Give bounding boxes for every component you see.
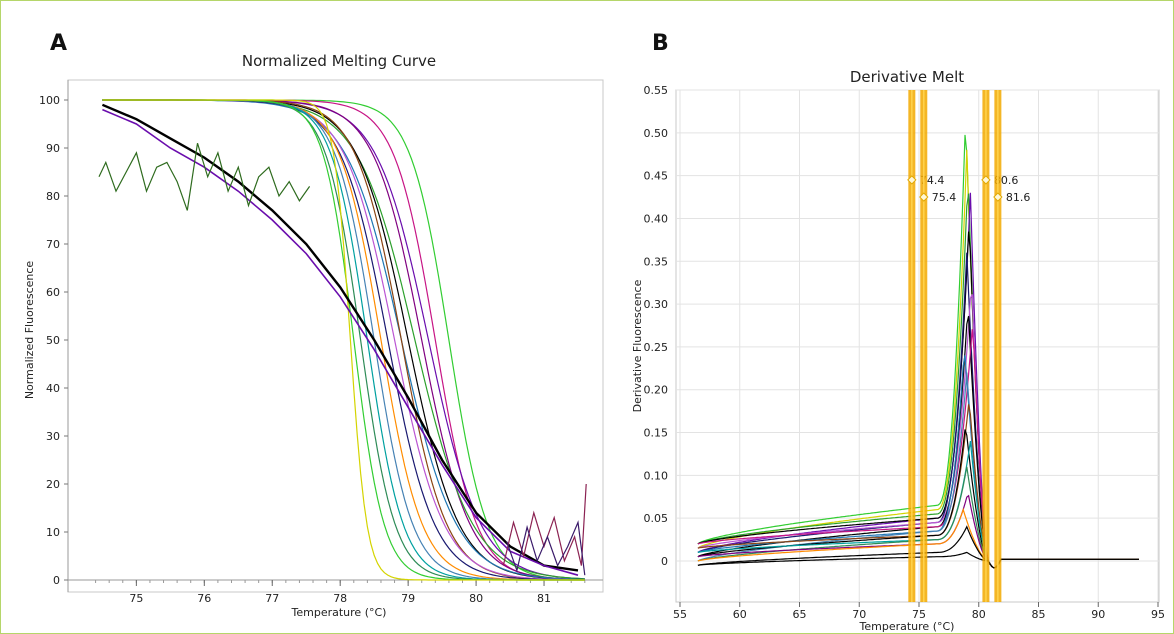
panel-b-marker-diamond — [919, 192, 929, 202]
panel-b-x-tick-label: 60 — [733, 608, 747, 621]
panel-b-letter: B — [652, 31, 669, 56]
panel-a-curve — [102, 99, 585, 581]
panel-b-markers: 74.475.480.681.6 — [907, 90, 1031, 602]
panel-a-letter: A — [50, 31, 67, 56]
panel-a-y-tick-label: 80 — [46, 190, 60, 203]
panel-b-y-tick-label: 0.35 — [644, 255, 669, 268]
panel-a-x-tick-label: 79 — [401, 592, 415, 605]
panel-a-curve — [102, 99, 585, 581]
panel-a-curve — [102, 99, 585, 580]
panel-b-curve — [697, 404, 1139, 569]
panel-a-ticks: 0 10 20 30 40 50 60 70 80 90 100 75 76 77 78 79 80 81 — [39, 94, 586, 605]
panel-a-curve — [502, 483, 587, 566]
panel-b-grid — [676, 89, 1159, 602]
panel-a-curve — [102, 99, 585, 581]
panel-b-y-tick-label: 0 — [661, 555, 668, 568]
panel-a-x-tick-label: 80 — [469, 592, 483, 605]
panel-a-x-tick-label: 75 — [129, 592, 143, 605]
panel-b-curve — [697, 149, 1139, 569]
panel-b-y-tick-label: 0.55 — [644, 84, 669, 97]
panel-a-y-tick-label: 10 — [46, 526, 60, 539]
panel-b-y-label: Derivative Fluorescence — [631, 279, 644, 412]
panel-b-marker-diamond — [907, 175, 917, 185]
panel-b-x-tick-label: 85 — [1032, 608, 1046, 621]
panel-b-curve — [697, 315, 1139, 569]
panel-a-y-tick-label: 50 — [46, 334, 60, 347]
panel-b-x-tick-label: 95 — [1151, 608, 1165, 621]
panel-b-y-tick-label: 0.20 — [644, 384, 669, 397]
panel-b-x-tick-label: 75 — [912, 608, 926, 621]
panel-a-x-tick-label: 76 — [197, 592, 211, 605]
panel-b-ticks: 0 0.05 0.10 0.15 0.20 0.25 0.30 0.35 0.40 0.45 0.5… — [644, 84, 1166, 621]
panel-b-y-tick-label: 0.05 — [644, 512, 669, 525]
panel-b-title: Derivative Melt — [850, 68, 964, 86]
panel-a-curve — [102, 99, 585, 581]
panel-a-curve — [102, 108, 579, 576]
panel-b-y-tick-label: 0.30 — [644, 298, 669, 311]
panel-a-y-tick-label: 90 — [46, 142, 60, 155]
panel-b-plot-frame — [675, 89, 1160, 603]
panel-a-curve — [102, 99, 585, 581]
panel-b-y-tick-label: 0.50 — [644, 127, 669, 140]
panel-b-marker-label: 75.4 — [932, 191, 957, 204]
panel-a-curve — [101, 103, 579, 572]
panel-b-curve — [697, 134, 1139, 569]
panel-a-curve — [102, 99, 585, 581]
panel-a-y-tick-label: 70 — [46, 238, 60, 251]
panel-a-x-label: Temperature (°C) — [291, 606, 387, 619]
panel-b-x-label: Temperature (°C) — [859, 620, 955, 633]
panel-a-curve — [102, 99, 585, 580]
panel-a-x-tick-label: 81 — [537, 592, 551, 605]
panel-b: B Derivative Melt 00.050.100.150.200.250… — [631, 31, 1165, 633]
panel-b-x-tick-label: 90 — [1091, 608, 1105, 621]
panel-a-y-tick-label: 20 — [46, 478, 60, 491]
panel-a-y-tick-label: 40 — [46, 382, 60, 395]
panel-a-curve — [102, 99, 585, 581]
panel-a-y-tick-label: 100 — [39, 94, 60, 107]
panel-a-curve — [102, 99, 585, 581]
panel-a-title: Normalized Melting Curve — [242, 52, 436, 70]
panel-b-marker-diamond — [981, 175, 991, 185]
panel-a-y-label: Normalized Fluorescence — [23, 261, 36, 400]
panel-a-y-tick-label: 30 — [46, 430, 60, 443]
panel-b-y-tick-label: 0.10 — [644, 469, 669, 482]
panel-a-curve — [102, 99, 585, 581]
panel-a: A Normalized Melting Curve 0 10 20 30 40 50 60… — [23, 31, 604, 619]
panel-a-curve — [102, 99, 585, 581]
panel-a-y-tick-label: 60 — [46, 286, 60, 299]
panel-b-curve — [697, 551, 1139, 569]
panel-b-marker-diamond — [993, 192, 1003, 202]
panel-a-x-tick-label: 77 — [265, 592, 279, 605]
panel-b-x-tick-label: 55 — [673, 608, 687, 621]
panel-b-marker-label: 81.6 — [1006, 191, 1031, 204]
panel-a-curve — [102, 99, 585, 580]
panel-a-curve — [102, 99, 585, 581]
panel-a-x-tick-label: 78 — [333, 592, 347, 605]
panel-b-y-tick-label: 0.40 — [644, 212, 669, 225]
panel-b-x-tick-label: 65 — [793, 608, 807, 621]
panel-a-curve — [506, 520, 586, 576]
panel-b-y-tick-label: 0.25 — [644, 341, 669, 354]
panel-b-curve — [697, 231, 1139, 569]
panel-a-y-tick-label: 0 — [53, 574, 60, 587]
panel-a-curve — [102, 99, 585, 581]
panel-b-x-tick-label: 70 — [852, 608, 866, 621]
panel-b-y-tick-label: 0.15 — [644, 427, 669, 440]
panel-a-curve — [98, 143, 311, 211]
panel-a-curve — [102, 99, 585, 581]
panel-b-curves — [697, 134, 1139, 569]
panel-b-y-tick-label: 0.45 — [644, 170, 669, 183]
panel-b-x-tick-label: 80 — [972, 608, 986, 621]
panel-a-curves — [98, 99, 587, 581]
panel-b-curve — [697, 294, 1139, 569]
